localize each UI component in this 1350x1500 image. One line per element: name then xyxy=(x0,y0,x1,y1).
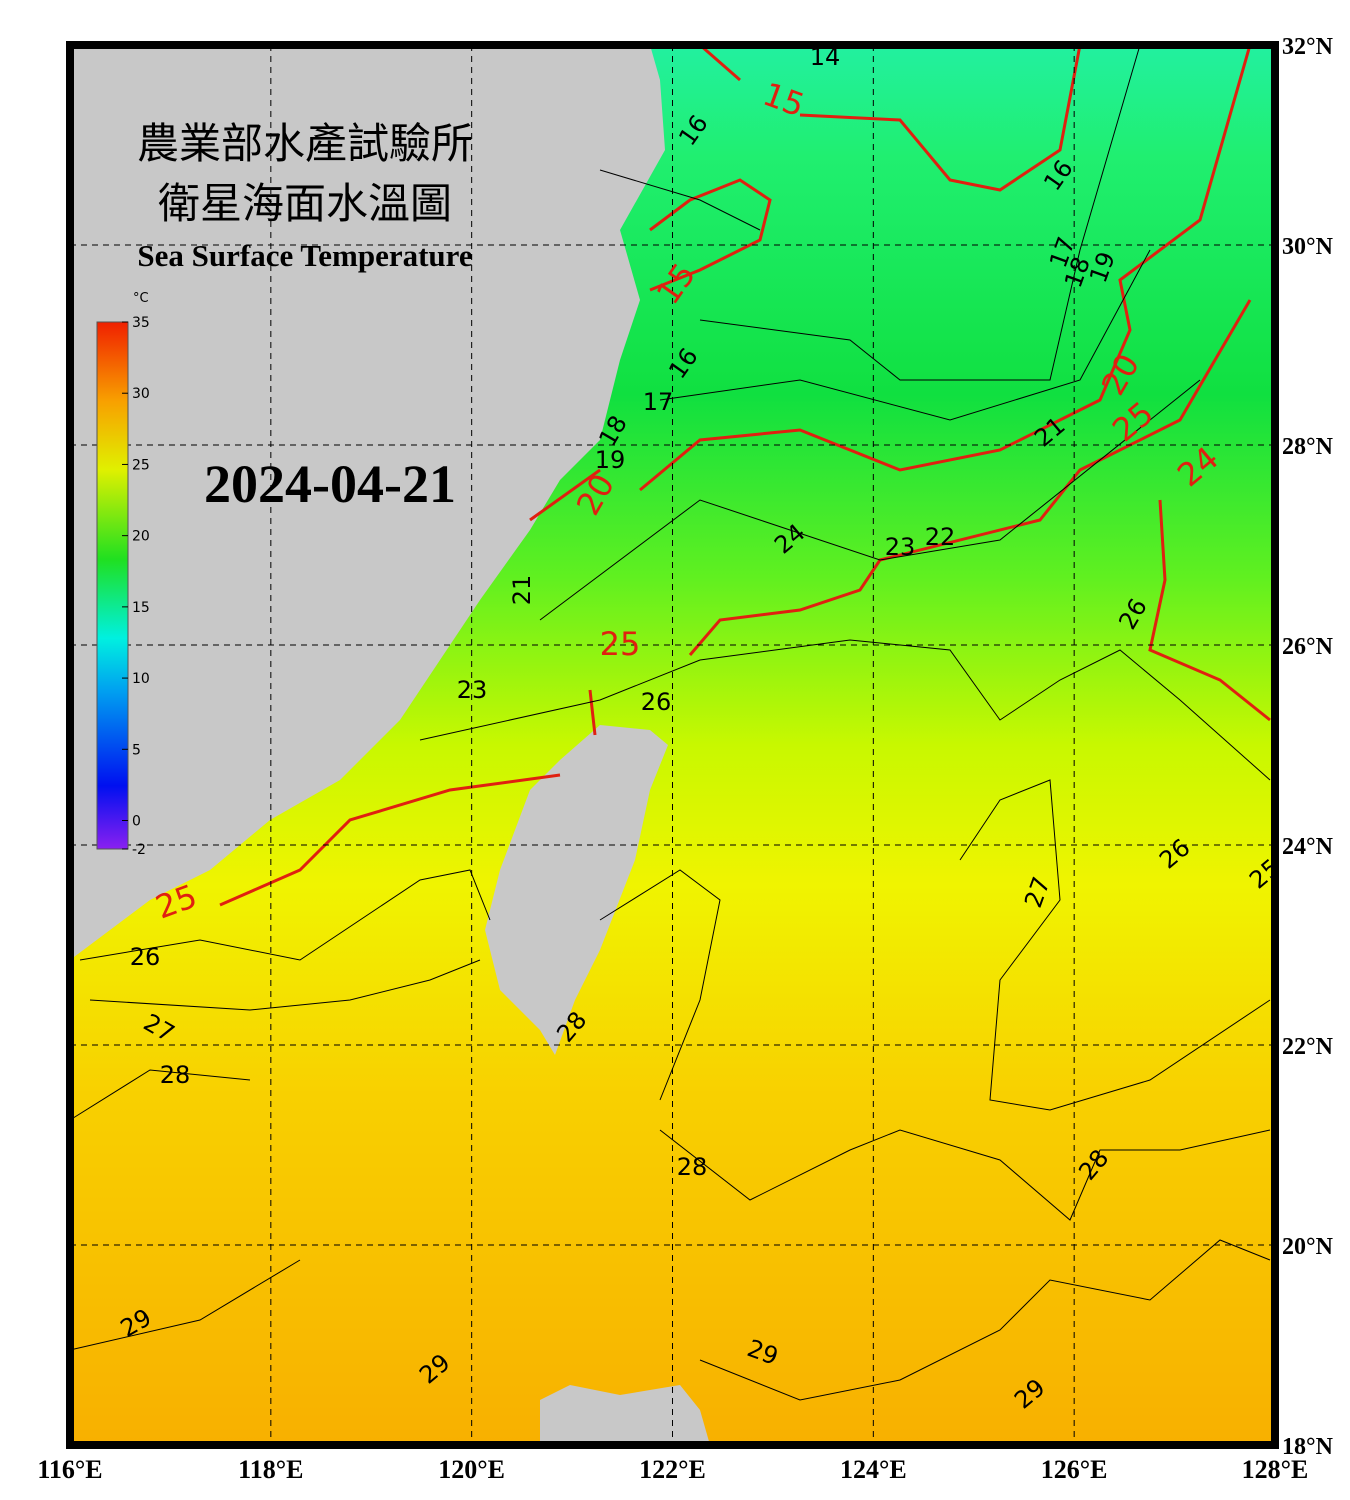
lon-label: 116°E xyxy=(37,1455,102,1484)
lat-label: 22°N xyxy=(1282,1034,1334,1060)
contour-label: 28 xyxy=(677,1153,708,1181)
lon-label: 128°E xyxy=(1242,1455,1309,1484)
contour-label: 26 xyxy=(130,943,161,971)
lat-label: 24°N xyxy=(1282,834,1334,860)
english-title: Sea Surface Temperature xyxy=(137,238,472,273)
lat-label: 20°N xyxy=(1282,1234,1334,1260)
lon-label: 122°E xyxy=(639,1455,706,1484)
colorbar-label: -2 xyxy=(132,842,146,858)
land-taiwan xyxy=(485,725,668,1055)
contour-label: 19 xyxy=(595,446,626,474)
colorbar-unit: °C xyxy=(133,291,149,306)
land-mainland xyxy=(70,45,665,960)
colorbar-label: 25 xyxy=(132,457,150,473)
black-contours xyxy=(69,44,1271,1401)
subtitle: 衛星海面水溫圖 xyxy=(158,182,452,228)
colorbar-label: 0 xyxy=(132,814,141,830)
colorbar-label: 20 xyxy=(132,529,150,545)
contour-label: 22 xyxy=(925,523,956,551)
contour-label: 23 xyxy=(885,533,916,561)
contour-label: 25 xyxy=(600,625,641,663)
lat-label: 18°N xyxy=(1282,1434,1334,1460)
colorbar-label: 15 xyxy=(132,600,150,616)
colorbar xyxy=(96,321,129,850)
land-luzon xyxy=(540,1385,710,1445)
contour-label: 17 xyxy=(643,388,674,416)
colorbar-label: 5 xyxy=(132,742,141,758)
lat-label: 30°N xyxy=(1282,234,1334,260)
lat-label: 32°N xyxy=(1282,34,1334,60)
lat-label: 26°N xyxy=(1282,634,1334,660)
colorbar-label: 35 xyxy=(132,315,150,331)
lon-label: 126°E xyxy=(1041,1455,1108,1484)
contour-label: 23 xyxy=(457,676,488,704)
title: 農業部水產試驗所 xyxy=(137,121,473,168)
date: 2024-04-21 xyxy=(204,454,456,514)
contour-label: 21 xyxy=(508,575,536,606)
lon-label: 120°E xyxy=(438,1455,505,1484)
contour-label: 26 xyxy=(641,688,672,716)
lon-label: 118°E xyxy=(238,1455,303,1484)
colorbar-label: 10 xyxy=(132,671,150,687)
lat-label: 28°N xyxy=(1282,434,1334,460)
colorbar-label: 30 xyxy=(132,386,150,402)
lon-label: 124°E xyxy=(840,1455,907,1484)
contour-label: 28 xyxy=(160,1061,191,1089)
contour-label: 14 xyxy=(810,43,841,71)
frame xyxy=(66,41,1279,1449)
